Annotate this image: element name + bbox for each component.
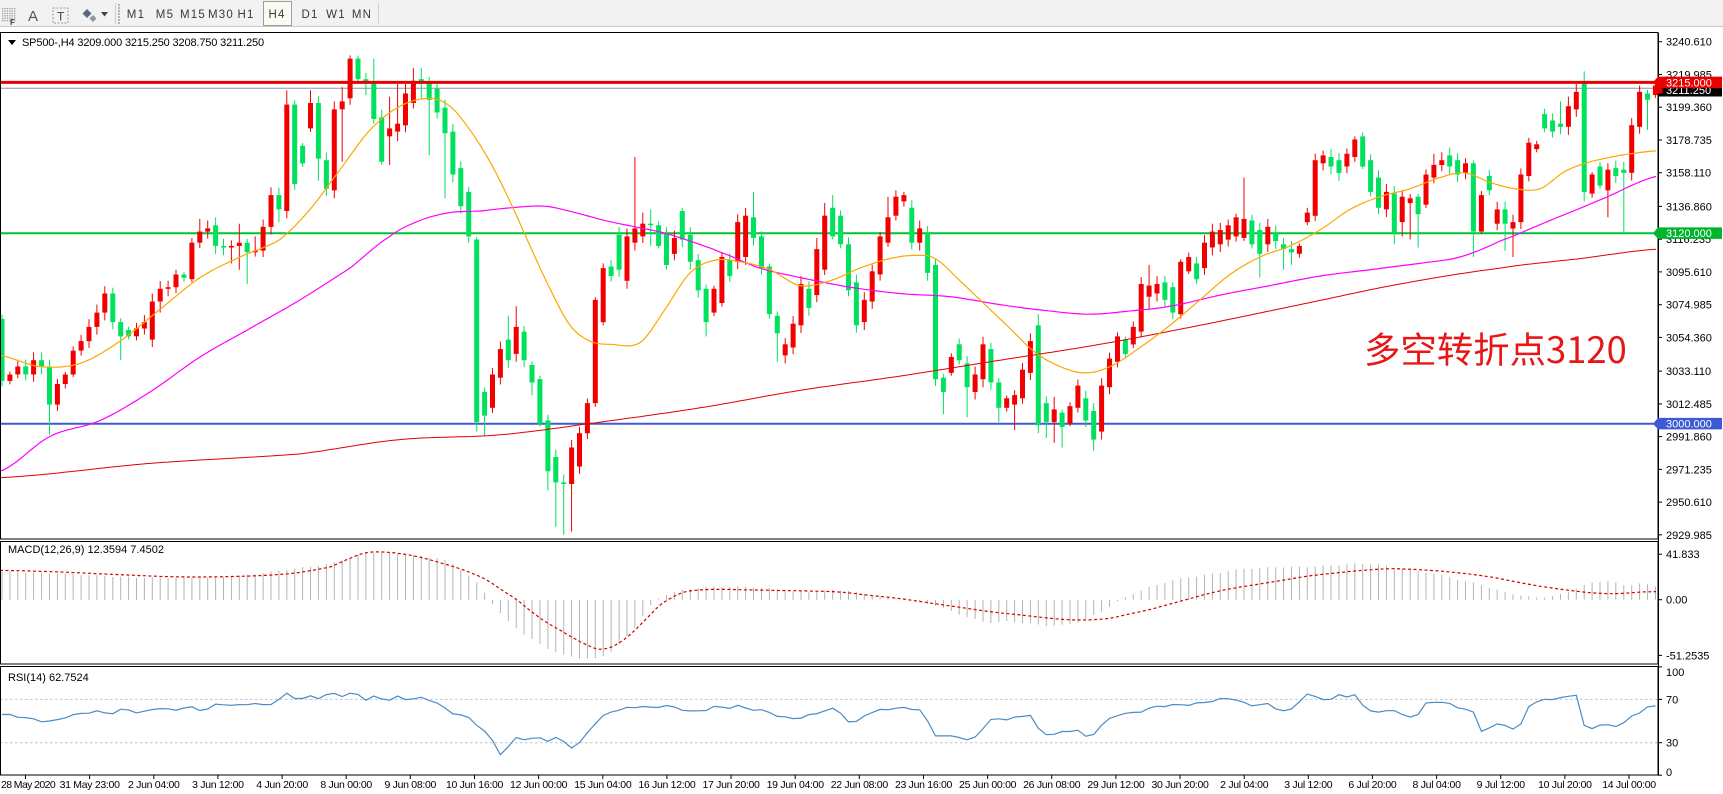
svg-text:2929.985: 2929.985 [1666, 530, 1712, 542]
svg-text:A: A [28, 8, 38, 25]
svg-text:M1: M1 [127, 9, 145, 21]
svg-text:8 Jun 00:00: 8 Jun 00:00 [320, 779, 372, 791]
svg-text:3000.000: 3000.000 [1666, 419, 1712, 431]
svg-text:RSI(14) 62.7524: RSI(14) 62.7524 [8, 672, 89, 684]
svg-text:2991.860: 2991.860 [1666, 432, 1712, 444]
svg-text:9 Jul 12:00: 9 Jul 12:00 [1477, 779, 1526, 791]
svg-text:6 Jul 20:00: 6 Jul 20:00 [1348, 779, 1397, 791]
svg-text:-51.2535: -51.2535 [1666, 650, 1709, 662]
svg-text:3012.485: 3012.485 [1666, 399, 1712, 411]
svg-text:D1: D1 [301, 9, 318, 21]
svg-text:3178.735: 3178.735 [1666, 135, 1712, 147]
svg-text:12 Jun 00:00: 12 Jun 00:00 [510, 779, 568, 791]
svg-text:3136.860: 3136.860 [1666, 201, 1712, 213]
svg-text:3033.110: 3033.110 [1666, 366, 1711, 378]
svg-text:8 Jul 04:00: 8 Jul 04:00 [1413, 779, 1462, 791]
svg-text:H4: H4 [268, 9, 285, 21]
svg-text:30 Jun 20:00: 30 Jun 20:00 [1151, 779, 1209, 791]
svg-text:3095.610: 3095.610 [1666, 267, 1712, 279]
svg-text:22 Jun 08:00: 22 Jun 08:00 [831, 779, 889, 791]
svg-text:3158.110: 3158.110 [1666, 168, 1711, 180]
svg-text:3120.000: 3120.000 [1666, 228, 1712, 240]
svg-text:W1: W1 [326, 9, 346, 21]
svg-text:41.833: 41.833 [1666, 549, 1700, 561]
svg-text:28 May 2020: 28 May 2020 [1, 779, 56, 791]
svg-text:0.00: 0.00 [1666, 595, 1687, 607]
svg-text:MACD(12,26,9) 12.3594 7.4502: MACD(12,26,9) 12.3594 7.4502 [8, 544, 164, 556]
svg-text:25 Jun 00:00: 25 Jun 00:00 [959, 779, 1017, 791]
svg-text:19 Jun 04:00: 19 Jun 04:00 [767, 779, 825, 791]
svg-text:16 Jun 12:00: 16 Jun 12:00 [638, 779, 696, 791]
svg-text:3199.360: 3199.360 [1666, 102, 1712, 114]
svg-text:31 May 23:00: 31 May 23:00 [60, 779, 120, 791]
svg-text:3215.000: 3215.000 [1666, 77, 1712, 89]
svg-text:0: 0 [1666, 767, 1672, 779]
svg-text:3240.610: 3240.610 [1666, 37, 1712, 49]
svg-text:M15: M15 [180, 9, 206, 21]
svg-text:26 Jun 08:00: 26 Jun 08:00 [1023, 779, 1081, 791]
svg-text:3211.250: 3211.250 [1666, 85, 1711, 97]
svg-text:H1: H1 [237, 9, 254, 21]
svg-text:15 Jun 04:00: 15 Jun 04:00 [574, 779, 632, 791]
svg-text:23 Jun 16:00: 23 Jun 16:00 [895, 779, 953, 791]
svg-text:SP500-,H4 3209.000 3215.250 3: SP500-,H4 3209.000 3215.250 3208.750 321… [22, 37, 264, 49]
svg-text:70: 70 [1666, 694, 1678, 706]
svg-text:3 Jun 12:00: 3 Jun 12:00 [192, 779, 244, 791]
svg-text:10 Jun 16:00: 10 Jun 16:00 [446, 779, 504, 791]
svg-text:30: 30 [1666, 738, 1678, 750]
svg-text:M30: M30 [208, 9, 234, 21]
svg-text:2971.235: 2971.235 [1666, 464, 1712, 476]
svg-text:9 Jun 08:00: 9 Jun 08:00 [385, 779, 437, 791]
svg-text:17 Jun 20:00: 17 Jun 20:00 [702, 779, 760, 791]
svg-text:14 Jul 00:00: 14 Jul 00:00 [1602, 779, 1656, 791]
svg-text:MN: MN [352, 9, 372, 21]
svg-text:F: F [10, 18, 15, 27]
svg-text:10 Jul 20:00: 10 Jul 20:00 [1538, 779, 1592, 791]
svg-text:100: 100 [1666, 667, 1684, 679]
svg-text:M5: M5 [156, 9, 174, 21]
svg-text:29 Jun 12:00: 29 Jun 12:00 [1087, 779, 1145, 791]
svg-text:2 Jul 04:00: 2 Jul 04:00 [1220, 779, 1269, 791]
svg-text:3054.360: 3054.360 [1666, 332, 1712, 344]
svg-text:2 Jun 04:00: 2 Jun 04:00 [128, 779, 180, 791]
svg-text:3074.985: 3074.985 [1666, 300, 1712, 312]
svg-text:3 Jul 12:00: 3 Jul 12:00 [1284, 779, 1333, 791]
svg-text:2950.610: 2950.610 [1666, 497, 1712, 509]
svg-text:4 Jun 20:00: 4 Jun 20:00 [256, 779, 308, 791]
svg-text:T: T [57, 10, 65, 24]
